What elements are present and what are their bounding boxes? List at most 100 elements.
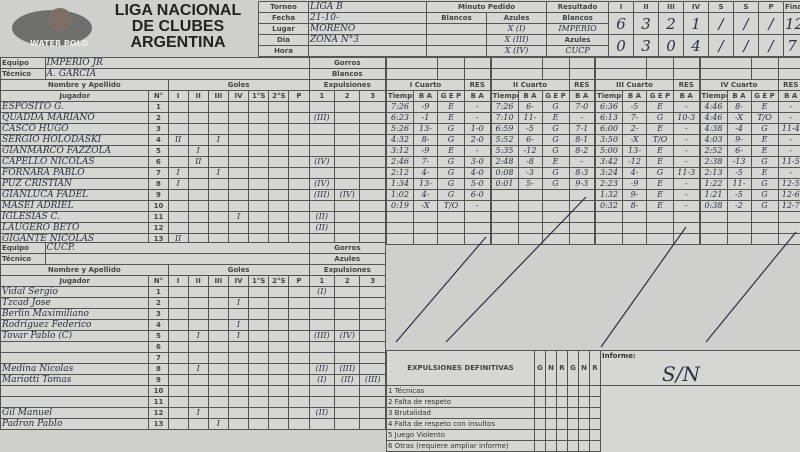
goal-mark (208, 408, 228, 419)
goal-mark (289, 364, 309, 375)
goal-mark (289, 146, 309, 157)
jugador-header: Jugador (1, 91, 149, 102)
goal-mark (289, 124, 309, 135)
goal-mark: II (188, 157, 208, 168)
expulsion-mark (335, 287, 360, 298)
expulsion-mark (360, 320, 386, 331)
score-blancos: / (709, 13, 734, 35)
goal-mark (188, 124, 208, 135)
def-col: G (568, 351, 579, 386)
goal-mark (289, 419, 309, 430)
tecnico-value: A. GARCIA (45, 69, 309, 80)
expulsion-mark (360, 223, 386, 234)
player-row: ESPOSITO G.1 (1, 102, 386, 113)
goal-mark (168, 223, 188, 234)
expulsion-mark: (II) (309, 212, 334, 223)
goal-mark (289, 201, 309, 212)
player-number: 11 (149, 397, 168, 408)
goal-mark (228, 201, 248, 212)
player-number: 6 (149, 342, 168, 353)
player-name (1, 342, 149, 353)
goal-mark (168, 287, 188, 298)
player-number: 2 (149, 298, 168, 309)
goal-mark (168, 309, 188, 320)
exp-col-header: 2 (334, 91, 359, 102)
torneo-label: Torneo (259, 2, 309, 13)
goal-mark (228, 364, 248, 375)
expulsion-mark (360, 287, 386, 298)
player-number: 4 (149, 320, 168, 331)
goal-mark (208, 331, 228, 342)
expulsion-mark (309, 168, 334, 179)
quarters-section: I CuartoRESTiempoB AG E PB A7:26-9E-6:23… (386, 57, 800, 245)
player-row: 6 (1, 342, 386, 353)
goal-col-header: II (188, 91, 208, 102)
expulsion-mark (335, 353, 360, 364)
goal-mark (269, 157, 289, 168)
blancos-team: IMPERIO (547, 24, 609, 35)
goal-mark (269, 386, 289, 397)
goal-mark (208, 320, 228, 331)
expulsion-mark (335, 419, 360, 430)
goal-mark (289, 375, 309, 386)
minuto-azules-label: Azules (487, 13, 547, 24)
score-azules: 4 (684, 35, 709, 57)
goal-mark (289, 212, 309, 223)
tecnico-label: Técnico (1, 254, 46, 265)
minuto-blancos-label: Blancos (427, 13, 487, 24)
player-number: 12 (149, 408, 168, 419)
goal-mark (188, 397, 208, 408)
goal-col-header: I (168, 91, 188, 102)
expulsion-mark: (III) (360, 375, 386, 386)
goal-mark (188, 342, 208, 353)
expulsion-mark (360, 201, 386, 212)
goal-mark (228, 375, 248, 386)
goal-mark: I (228, 320, 248, 331)
goal-col-header: IV (228, 91, 248, 102)
definitiva-item: 3 Brutalidad (387, 408, 535, 419)
goal-mark (208, 212, 228, 223)
goal-mark (228, 386, 248, 397)
goal-mark (269, 408, 289, 419)
gorros-color: Azules (309, 254, 385, 265)
hora-label: Hora (259, 46, 309, 57)
goal-mark (228, 168, 248, 179)
expulsion-mark (335, 342, 360, 353)
expulsion-mark (335, 397, 360, 408)
goal-mark (269, 102, 289, 113)
player-number: 9 (149, 375, 168, 386)
expulsion-mark (309, 298, 334, 309)
expulsion-mark (309, 309, 334, 320)
expulsion-mark (360, 146, 386, 157)
goal-mark (289, 113, 309, 124)
expulsion-mark (309, 124, 334, 135)
goal-mark (269, 375, 289, 386)
goal-mark: I (208, 168, 228, 179)
goal-mark (249, 375, 269, 386)
goal-mark (269, 168, 289, 179)
goal-mark (249, 168, 269, 179)
num-header: N° (149, 276, 168, 287)
goal-mark (168, 146, 188, 157)
expulsion-mark (309, 320, 334, 331)
goal-mark (208, 124, 228, 135)
goles-header: Goles (168, 80, 309, 91)
goles-header: Goles (168, 265, 309, 276)
expulsion-mark (335, 386, 360, 397)
goal-mark (249, 287, 269, 298)
player-number: 10 (149, 386, 168, 397)
resultado-azules-label: Azules (547, 35, 609, 46)
goal-mark (228, 190, 248, 201)
goal-mark (168, 320, 188, 331)
goal-mark (188, 353, 208, 364)
goal-mark (249, 298, 269, 309)
goal-col-header: 2°S (269, 91, 289, 102)
expulsion-mark: (III) (309, 331, 334, 342)
expulsion-mark (360, 157, 386, 168)
goal-col-header: P (289, 91, 309, 102)
